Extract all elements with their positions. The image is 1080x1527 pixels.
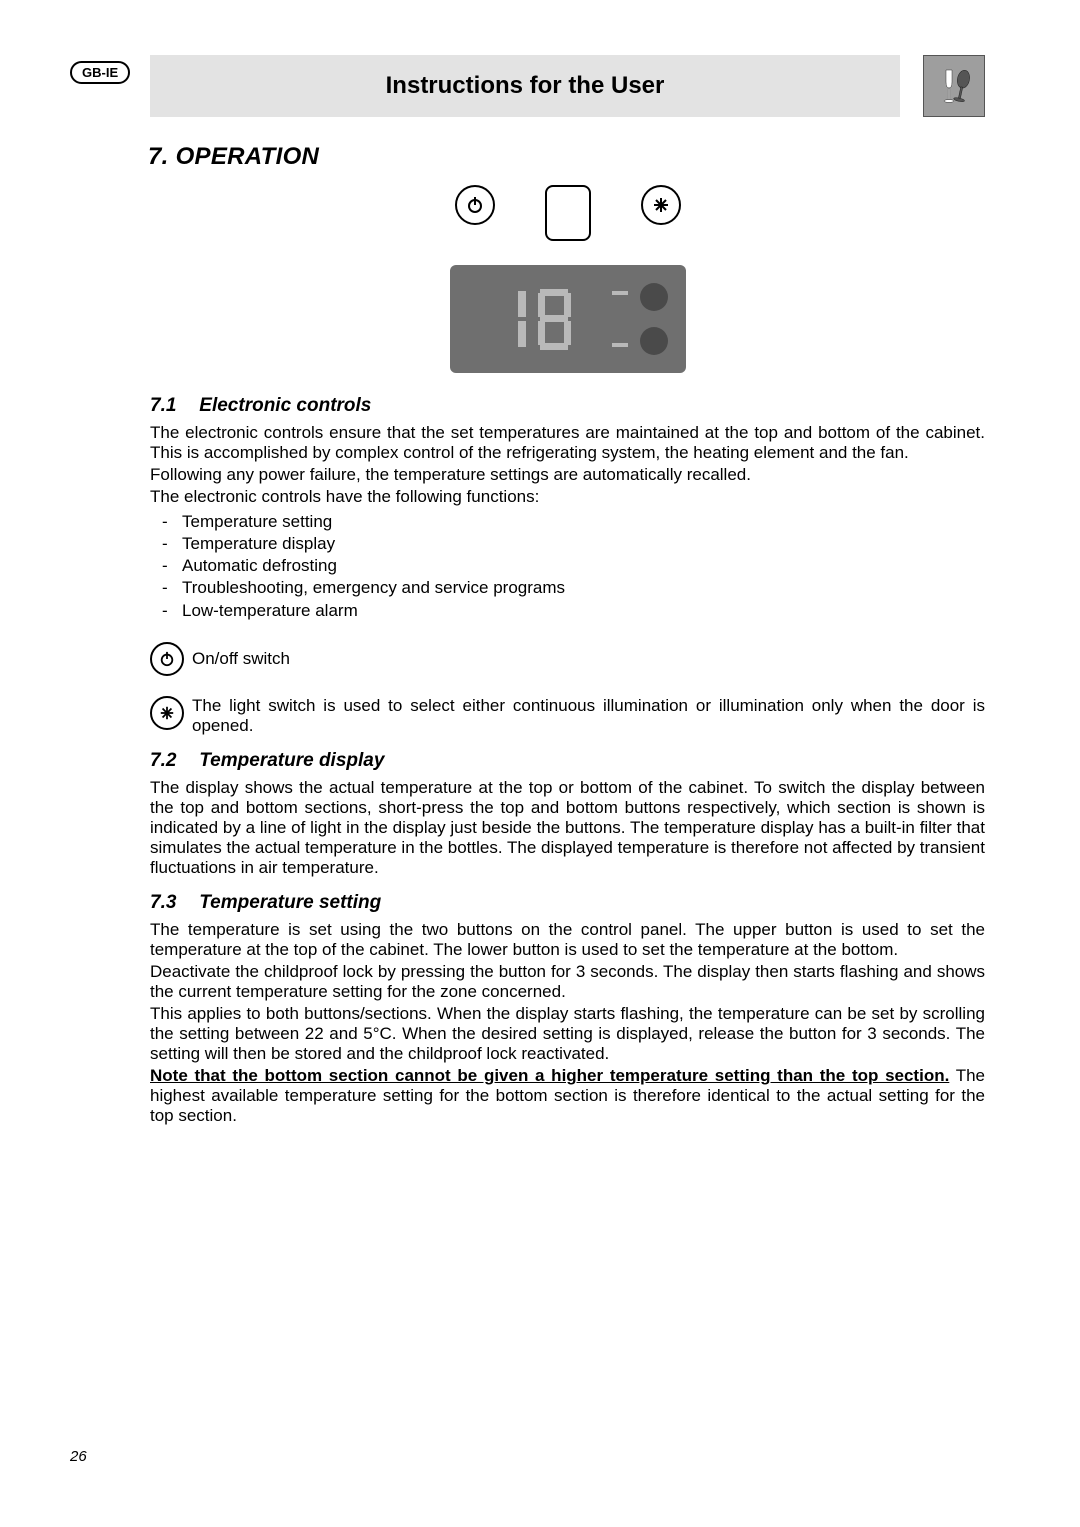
subheading-7-2: 7.2 Temperature display bbox=[150, 750, 985, 772]
top-section-button-icon bbox=[640, 283, 668, 311]
light-icon bbox=[150, 696, 184, 730]
list-item: Automatic defrosting bbox=[150, 555, 985, 577]
paragraph: This applies to both buttons/sections. W… bbox=[150, 1004, 985, 1064]
subheading-title: Electronic controls bbox=[199, 395, 371, 416]
subheading-number: 7.2 bbox=[150, 750, 194, 772]
subheading-title: Temperature display bbox=[199, 750, 384, 771]
power-button-icon bbox=[455, 185, 495, 225]
control-buttons-diagram bbox=[150, 185, 985, 241]
bottom-section-button-icon bbox=[640, 327, 668, 355]
temperature-display-diagram bbox=[450, 265, 686, 373]
subheading-7-3: 7.3 Temperature setting bbox=[150, 892, 985, 914]
indicator-dash-top bbox=[612, 291, 628, 295]
paragraph: Deactivate the childproof lock by pressi… bbox=[150, 962, 985, 1002]
list-item: Temperature setting bbox=[150, 511, 985, 533]
power-icon bbox=[150, 642, 184, 676]
title-bar: Instructions for the User bbox=[150, 55, 900, 117]
wine-glasses-icon bbox=[923, 55, 985, 117]
language-badge: GB-IE bbox=[70, 61, 130, 84]
page-number: 26 bbox=[70, 1448, 87, 1465]
list-item: Troubleshooting, emergency and service p… bbox=[150, 577, 985, 599]
light-text: The light switch is used to select eithe… bbox=[192, 696, 985, 736]
subheading-number: 7.1 bbox=[150, 395, 194, 417]
list-item: Temperature display bbox=[150, 533, 985, 555]
subheading-title: Temperature setting bbox=[199, 892, 381, 913]
paragraph: The electronic controls have the followi… bbox=[150, 487, 985, 507]
function-list: Temperature setting Temperature display … bbox=[150, 511, 985, 621]
light-switch-line: The light switch is used to select eithe… bbox=[150, 696, 985, 736]
onoff-switch-line: On/off switch bbox=[150, 642, 985, 676]
paragraph: The temperature is set using the two but… bbox=[150, 920, 985, 960]
page-title: Instructions for the User bbox=[386, 72, 665, 100]
subheading-7-1: 7.1 Electronic controls bbox=[150, 395, 985, 417]
paragraph: The electronic controls ensure that the … bbox=[150, 423, 985, 463]
list-item: Low-temperature alarm bbox=[150, 600, 985, 622]
page: GB-IE Instructions for the User 7. OPERA… bbox=[0, 0, 1080, 1527]
content: 7. OPERATION bbox=[150, 143, 985, 1126]
paragraph: The display shows the actual temperature… bbox=[150, 778, 985, 878]
note-paragraph: Note that the bottom section cannot be g… bbox=[150, 1066, 985, 1126]
paragraph: Following any power failure, the tempera… bbox=[150, 465, 985, 485]
header: GB-IE Instructions for the User bbox=[95, 55, 985, 125]
light-button-icon bbox=[641, 185, 681, 225]
section-heading: 7. OPERATION bbox=[148, 143, 985, 171]
onoff-text: On/off switch bbox=[192, 649, 290, 669]
indicator-dash-bottom bbox=[612, 343, 628, 347]
note-text: Note that the bottom section cannot be g… bbox=[150, 1066, 949, 1085]
subheading-number: 7.3 bbox=[150, 892, 194, 914]
blank-button-icon bbox=[545, 185, 591, 241]
seven-segment-digits bbox=[492, 287, 612, 351]
